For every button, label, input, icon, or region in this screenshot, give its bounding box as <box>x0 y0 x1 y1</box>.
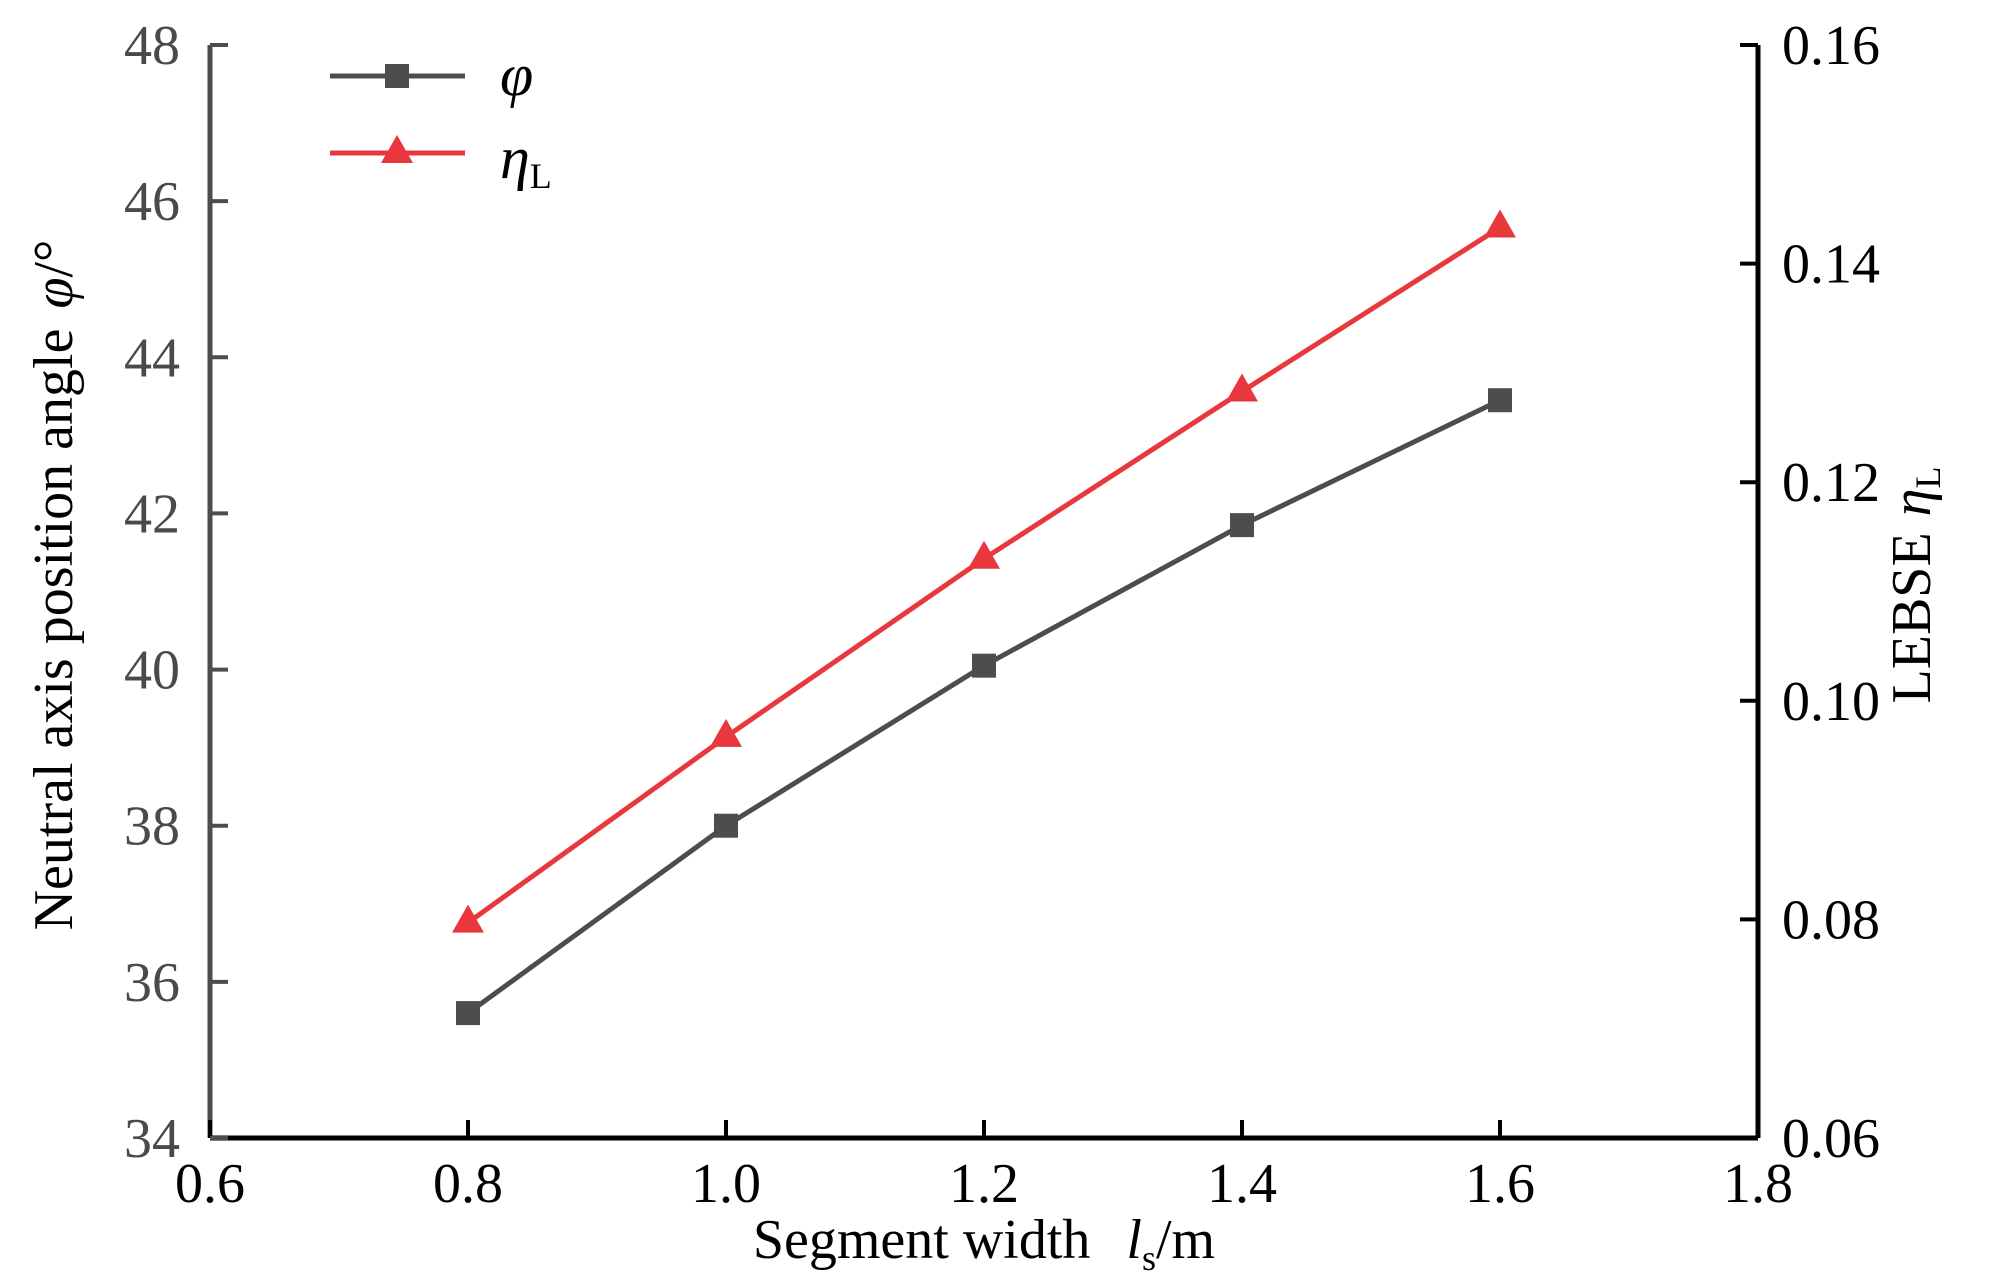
eta-point <box>452 904 484 933</box>
x-tick-label: 1.8 <box>1723 1153 1793 1215</box>
right-y-axis-title-var: η <box>1881 489 1943 517</box>
x-axis-title-sub: s <box>1142 1238 1156 1278</box>
x-tick-label: 0.8 <box>433 1153 503 1215</box>
right-y-axis-title-main: LEBSE <box>1881 532 1943 703</box>
phi-point <box>972 653 996 678</box>
x-axis-title: Segment width ls/m <box>753 1209 1215 1278</box>
x-tick-label: 1.0 <box>691 1153 761 1215</box>
left-y-tick-label: 38 <box>124 796 180 858</box>
series-layer <box>452 209 1516 1026</box>
phi-point <box>1230 513 1254 538</box>
right-y-tick-label: 0.10 <box>1782 671 1880 733</box>
x-tick-label: 0.6 <box>175 1153 245 1215</box>
series-0-line <box>466 397 1502 1016</box>
left-y-tick-label: 42 <box>124 483 180 545</box>
legend-phi-label: φ <box>500 42 533 108</box>
left-y-axis-title-unit: /° <box>23 240 85 278</box>
left-y-tick-label: 36 <box>124 952 180 1014</box>
right-y-tick-label: 0.06 <box>1782 1108 1880 1170</box>
legend-eta-var: η <box>500 125 530 191</box>
right-y-ticks: 0.06 0.08 0.10 0.12 0.14 0.16 <box>1740 15 1880 1170</box>
left-y-axis-title-main: Neutral axis position angle <box>23 329 85 931</box>
series-1-line <box>466 225 1502 925</box>
right-y-tick-label: 0.16 <box>1782 15 1880 77</box>
x-tick-label: 1.4 <box>1207 1153 1277 1215</box>
right-y-axis-title: LEBSE ηL <box>1881 467 1948 704</box>
eta-point <box>968 540 1000 569</box>
x-axis-title-var: l <box>1126 1209 1142 1271</box>
legend: φ ηL <box>330 42 552 196</box>
eta-point <box>1484 209 1516 238</box>
left-y-tick-label: 40 <box>124 640 180 702</box>
legend-phi-marker <box>385 64 409 88</box>
right-y-axis-title-sub: L <box>1908 467 1948 489</box>
x-axis-title-main: Segment width <box>753 1209 1091 1271</box>
legend-entry-eta: ηL <box>330 125 552 196</box>
legend-entry-phi: φ <box>330 42 533 108</box>
legend-eta-marker <box>381 135 413 163</box>
eta-point <box>710 718 742 747</box>
x-tick-label: 1.2 <box>949 1153 1019 1215</box>
right-y-tick-label: 0.12 <box>1782 452 1880 514</box>
legend-eta-sub: L <box>530 156 552 196</box>
left-y-tick-label: 46 <box>124 171 180 233</box>
right-y-tick-label: 0.14 <box>1782 234 1880 296</box>
legend-eta-label: ηL <box>500 125 552 196</box>
phi-point <box>1488 388 1512 413</box>
x-tick-label: 1.6 <box>1465 1153 1535 1215</box>
phi-point <box>714 813 738 838</box>
eta-point <box>1226 373 1258 402</box>
left-y-axis-title: Neutral axis position angle φ/° <box>23 240 85 931</box>
x-axis-title-unit: /m <box>1156 1209 1215 1271</box>
left-y-tick-label: 34 <box>124 1108 180 1170</box>
left-y-axis-title-var: φ <box>23 278 85 309</box>
left-y-tick-label: 48 <box>124 15 180 77</box>
left-y-tick-label: 44 <box>124 327 180 389</box>
right-y-tick-label: 0.08 <box>1782 889 1880 951</box>
phi-point <box>456 1001 480 1026</box>
x-ticks: 0.6 0.8 1.0 1.2 1.4 1.6 1.8 <box>175 1120 1793 1215</box>
left-y-ticks: 34 36 38 40 42 44 46 48 <box>124 15 228 1170</box>
